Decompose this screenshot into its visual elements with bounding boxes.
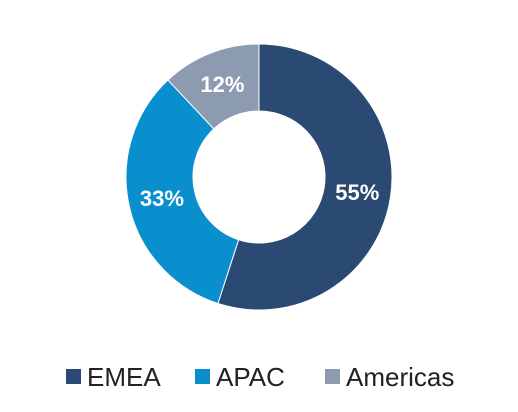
- slice-labels: 55% 33% 12%: [140, 72, 379, 211]
- legend-item-apac: APAC: [195, 362, 285, 392]
- legend-label-emea: EMEA: [87, 362, 161, 392]
- legend-item-emea: EMEA: [66, 362, 161, 392]
- legend-swatch-apac: [195, 369, 210, 384]
- slice-emea: [217, 43, 393, 311]
- data-label-emea: 55%: [335, 180, 379, 205]
- donut-slices: [125, 43, 393, 311]
- slice-apac: [125, 79, 240, 305]
- legend-swatch-americas: [325, 369, 340, 384]
- data-label-apac: 33%: [140, 186, 184, 211]
- legend: EMEA APAC Americas: [66, 362, 454, 392]
- legend-label-apac: APAC: [216, 362, 285, 392]
- slice-americas: [167, 43, 260, 130]
- data-label-americas: 12%: [200, 72, 244, 97]
- legend-label-americas: Americas: [346, 362, 454, 392]
- legend-item-americas: Americas: [325, 362, 454, 392]
- legend-swatch-emea: [66, 369, 81, 384]
